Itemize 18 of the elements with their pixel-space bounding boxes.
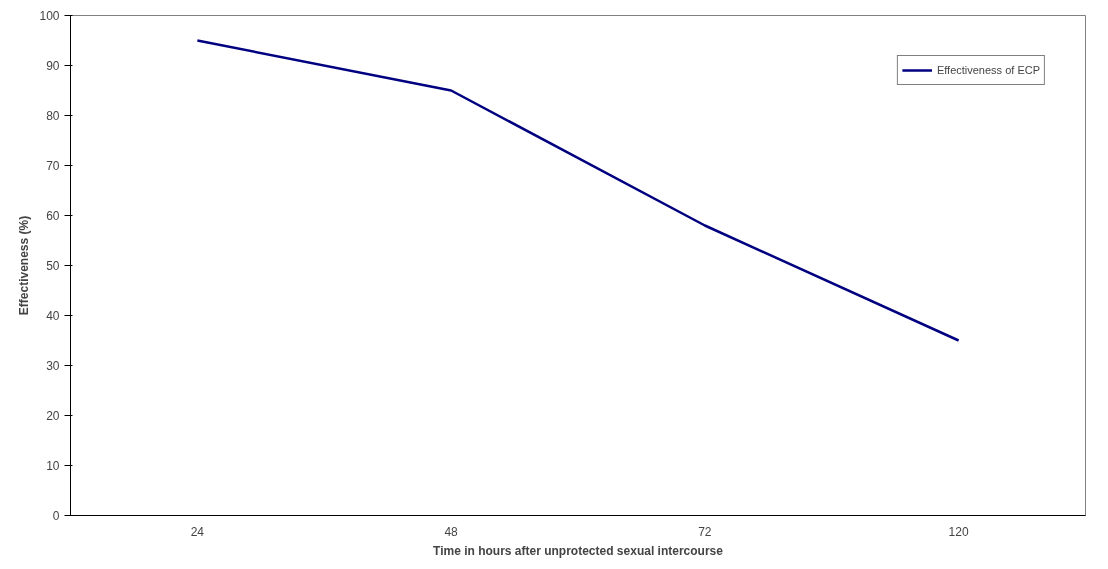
x-tick-label: 24	[190, 524, 205, 539]
x-tick-label: 120	[948, 524, 969, 539]
y-tick-label: 0	[52, 509, 60, 523]
y-tick-label: 10	[46, 459, 60, 473]
x-tick-label: 72	[698, 524, 712, 539]
x-axis-title: Time in hours after unprotected sexual intercourse	[433, 543, 724, 558]
y-tick-label: 70	[46, 159, 60, 173]
y-tick-label: 60	[46, 209, 60, 223]
y-tick-label: 40	[46, 309, 60, 323]
legend-label: Effectiveness of ECP	[936, 64, 1040, 76]
y-tick-label: 30	[46, 359, 60, 373]
y-tick-label: 50	[46, 259, 60, 273]
y-tick-label: 100	[39, 9, 60, 23]
y-tick-label: 90	[46, 59, 60, 73]
y-tick-label: 80	[46, 109, 60, 123]
y-axis-title: Effectiveness (%)	[17, 215, 32, 316]
y-tick-label: 20	[46, 409, 60, 423]
x-tick-label: 48	[444, 524, 459, 539]
